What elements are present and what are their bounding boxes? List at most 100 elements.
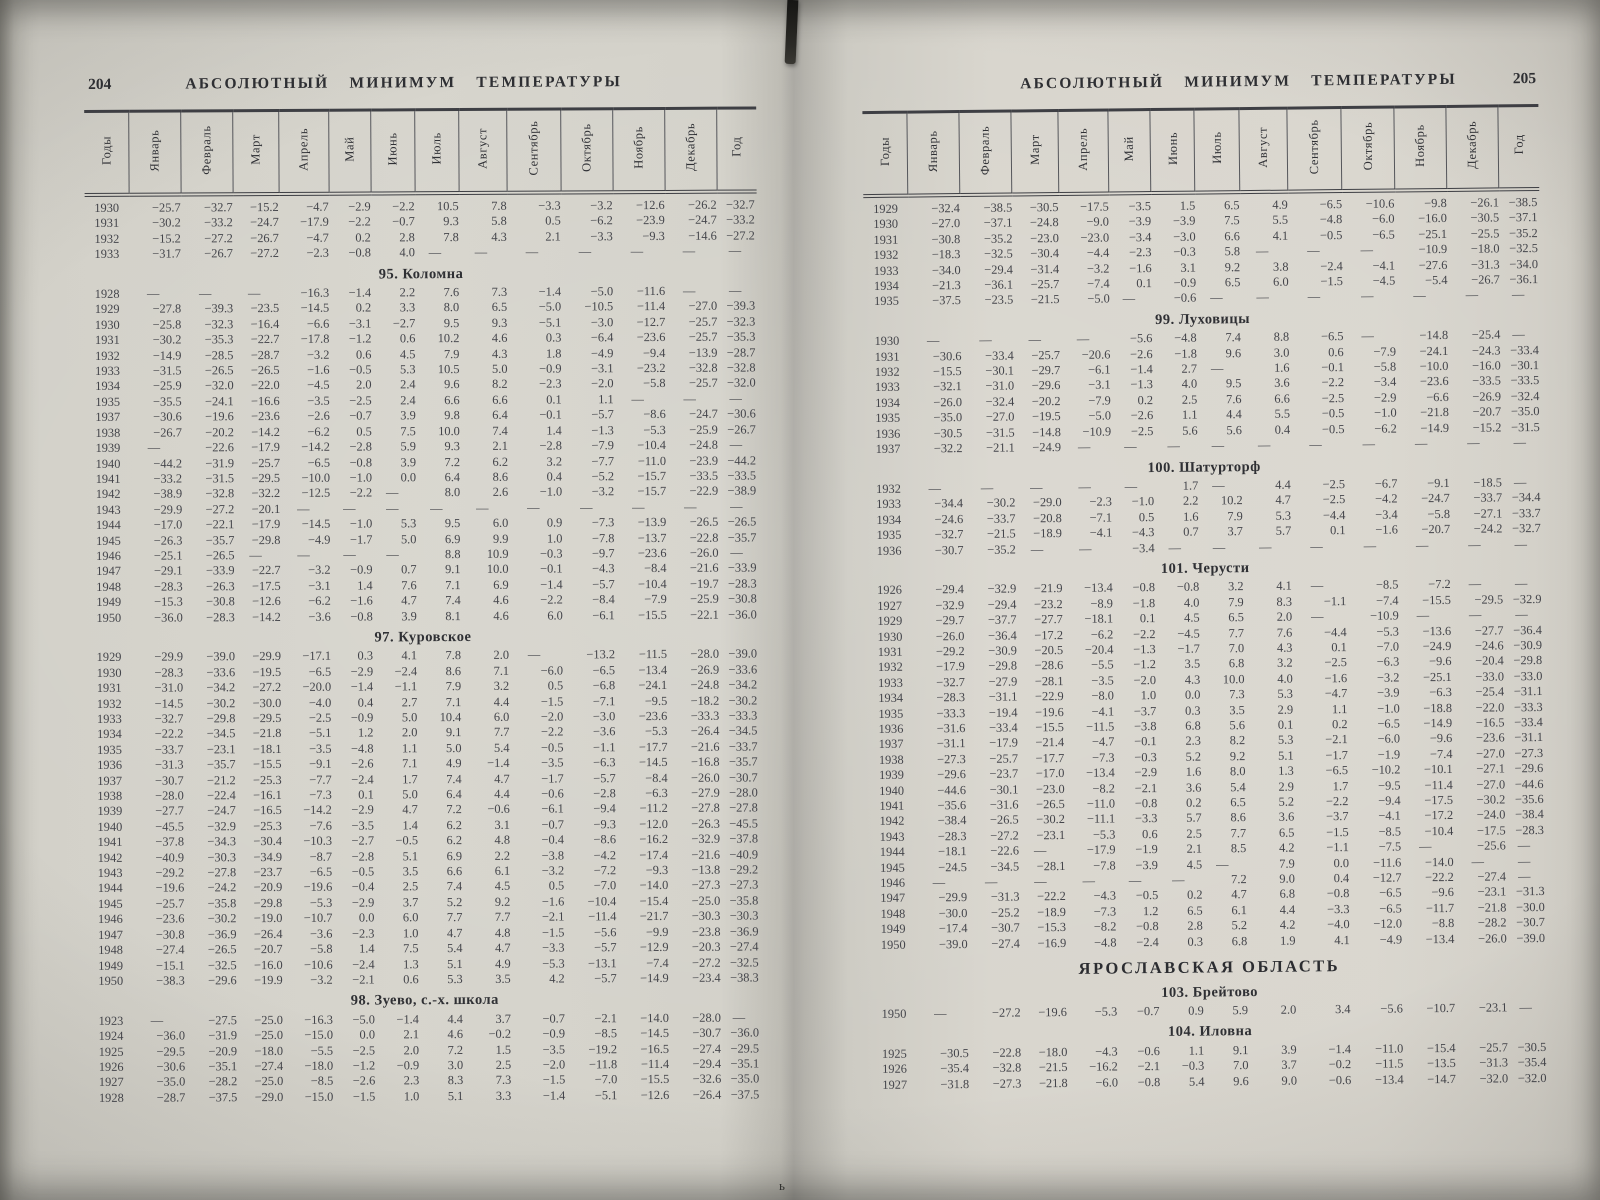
value-cell: −16.2 <box>1089 1059 1118 1074</box>
value-cell: −31.1 <box>1513 684 1543 699</box>
year-cell: 1928 <box>98 1090 124 1105</box>
value-cell: −21.7 <box>639 909 669 924</box>
value-cell: 0.2 <box>355 300 372 316</box>
value-cell: 1.0 <box>403 1089 420 1104</box>
value-cell: — <box>385 485 399 500</box>
value-cell: 3.7 <box>1227 524 1244 539</box>
year-cell: 1946 <box>96 548 121 563</box>
value-cell: 8.8 <box>444 546 461 562</box>
value-cell: 4.6 <box>493 592 509 608</box>
value-cell: −26.7 <box>250 230 279 245</box>
value-cell: 4.7 <box>446 925 463 940</box>
value-cell: −28.3 <box>727 576 757 591</box>
value-cell: −13.2 <box>586 647 616 662</box>
value-cell: −20.0 <box>302 679 332 695</box>
value-cell: −3.2 <box>310 972 333 987</box>
value-cell: — <box>428 245 442 260</box>
year-cell: 1945 <box>97 896 123 911</box>
value-cell: −27.8 <box>207 865 237 880</box>
column-header-апрель: Апрель <box>278 110 329 194</box>
value-cell: −1.6 <box>307 362 330 377</box>
value-cell: 1.4 <box>357 578 373 593</box>
value-cell: −25.7 <box>688 376 718 391</box>
value-cell: −18.0 <box>1038 1044 1068 1060</box>
value-cell: −1.6 <box>541 894 565 909</box>
value-cell: −16.2 <box>639 832 669 847</box>
value-cell: — <box>150 1013 164 1028</box>
value-cell: −22.7 <box>251 563 281 578</box>
value-cell: −23.2 <box>1033 596 1063 612</box>
value-cell: −27.3 <box>1514 745 1544 761</box>
value-cell: 7.4 <box>445 593 461 608</box>
value-cell: −23.0 <box>1080 230 1110 245</box>
value-cell: −33.5 <box>1510 373 1540 388</box>
value-cell: −2.9 <box>351 895 375 910</box>
value-cell: −22.4 <box>207 788 236 803</box>
value-cell: −29.5 <box>251 470 281 486</box>
value-cell: −12.0 <box>1373 916 1403 932</box>
value-cell: −33.0 <box>1475 669 1505 684</box>
value-cell: 2.8 <box>1187 918 1203 933</box>
value-cell: −12.7 <box>636 314 666 329</box>
value-cell: −25.0 <box>254 1074 284 1089</box>
value-cell: −0.8 <box>350 609 373 624</box>
value-cell: −30.6 <box>727 406 756 421</box>
value-cell: −15.7 <box>637 468 667 484</box>
value-cell: −30.3 <box>207 849 237 865</box>
value-cell: −4.7 <box>306 199 329 214</box>
value-cell: −25.1 <box>153 548 183 563</box>
value-cell: 1.0 <box>402 925 419 941</box>
year-cell: 1947 <box>96 564 122 579</box>
value-cell: −24.6 <box>1474 638 1504 653</box>
value-cell: — <box>732 1010 746 1025</box>
year-cell: 1948 <box>880 906 906 921</box>
value-cell: −29.0 <box>1032 495 1062 510</box>
value-cell: −17.9 <box>300 215 329 230</box>
value-cell: −27.4 <box>155 942 185 957</box>
value-cell: −15.5 <box>932 364 962 379</box>
value-cell: 2.5 <box>1181 392 1198 407</box>
value-cell: 0.4 <box>546 469 563 484</box>
value-cell: 1.1 <box>1181 407 1198 423</box>
column-header-июнь: Июнь <box>370 109 415 194</box>
value-cell: −30.5 <box>933 425 963 441</box>
value-cell: — <box>984 874 998 889</box>
value-cell: −5.6 <box>1129 331 1153 346</box>
value-cell: −1.2 <box>1133 657 1156 672</box>
value-cell: 1.7 <box>1332 778 1349 793</box>
value-cell: −22.6 <box>990 843 1020 859</box>
value-cell: −26.5 <box>207 942 237 957</box>
value-cell: 3.5 <box>1229 702 1245 717</box>
value-cell: −17.5 <box>1424 792 1454 808</box>
value-cell: 6.5 <box>491 300 508 315</box>
value-cell: −25.0 <box>691 893 721 908</box>
value-cell: — <box>1517 869 1531 884</box>
value-cell: −30.2 <box>728 693 758 708</box>
value-cell: −27.5 <box>208 1012 237 1028</box>
value-cell: −11.4 <box>1424 777 1453 792</box>
value-cell: −17.0 <box>153 517 183 532</box>
value-cell: −2.5 <box>308 710 332 725</box>
value-cell: — <box>1514 536 1528 551</box>
value-cell: −23.6 <box>155 911 185 926</box>
value-cell: −0.5 <box>1319 227 1343 243</box>
value-cell: −18.0 <box>304 1058 334 1073</box>
value-cell: −27.4 <box>254 1058 284 1074</box>
value-cell: −32.1 <box>933 379 962 394</box>
value-cell: −26.2 <box>687 197 717 212</box>
value-cell: −25.6 <box>1477 838 1506 853</box>
value-cell: −27.4 <box>729 939 759 954</box>
value-cell: 9.3 <box>444 439 460 454</box>
value-cell: −3.4 <box>1375 507 1398 522</box>
value-cell: −29.9 <box>154 649 184 665</box>
value-cell: −18.9 <box>1033 526 1063 541</box>
value-cell: 6.0 <box>492 515 509 530</box>
value-cell: −23.4 <box>692 970 721 985</box>
value-cell: — <box>1468 576 1482 592</box>
value-cell: −10.5 <box>584 299 614 314</box>
year-cell: 1932 <box>876 481 901 496</box>
year-cell: 1944 <box>97 881 123 896</box>
value-cell: −6.5 <box>1379 901 1402 916</box>
value-cell: −30.7 <box>154 773 184 788</box>
value-cell: −23.5 <box>250 301 280 316</box>
